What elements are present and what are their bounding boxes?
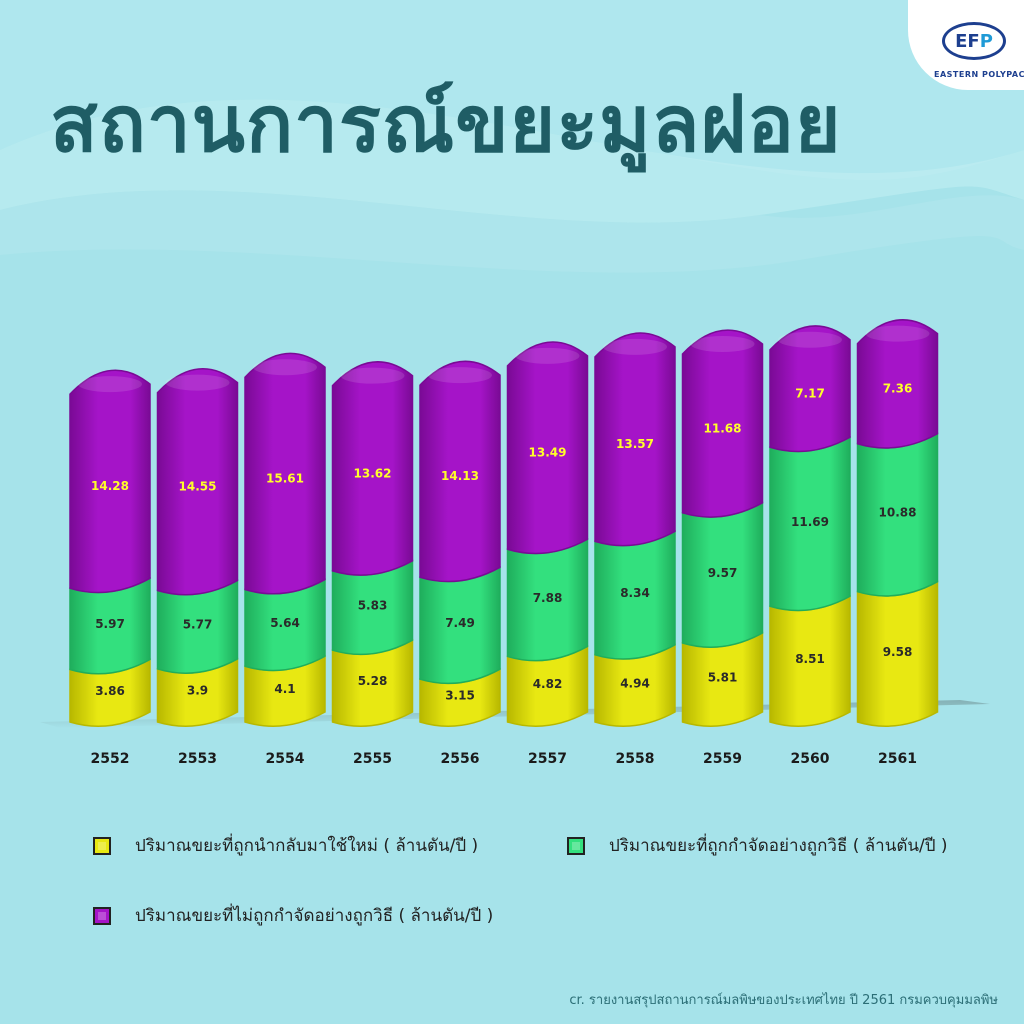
data-label-not-disposed-properly-2553: 14.55 <box>179 480 217 494</box>
data-label-disposed-properly-2552: 5.97 <box>95 617 125 631</box>
logo-mark-right: P <box>979 30 993 52</box>
bar-not-disposed-properly-2552 <box>69 369 151 594</box>
data-label-disposed-properly-2559: 9.57 <box>708 566 738 580</box>
bar-group-2552: 3.86 5.97 14.28 <box>69 369 151 727</box>
bar-not-disposed-properly-2556 <box>419 360 501 583</box>
bar-cap-highlight-2558 <box>603 338 667 355</box>
data-label-recycled-2552: 3.86 <box>95 684 125 698</box>
bar-cap-highlight-2557 <box>515 347 580 364</box>
data-label-recycled-2559: 5.81 <box>708 670 738 684</box>
data-label-disposed-properly-2561: 10.88 <box>879 506 917 520</box>
legend-label-recycled: ปริมาณขยะที่ถูกนำกลับมาใช้ใหม่ ( ล้านตัน… <box>135 836 479 856</box>
bar-cap-highlight-2554 <box>253 359 317 376</box>
data-label-recycled-2556: 3.15 <box>445 689 475 703</box>
legend-swatch-disposed-properly <box>567 836 585 855</box>
bar-cap-highlight-2560 <box>778 331 842 348</box>
data-label-not-disposed-properly-2560: 7.17 <box>795 387 825 401</box>
bar-not-disposed-properly-2559 <box>681 329 764 518</box>
bar-cap-highlight-2555 <box>340 367 405 384</box>
bar-group-2556: 3.15 7.49 14.13 <box>419 360 501 727</box>
bar-group-2557: 4.82 7.88 13.49 <box>506 341 589 727</box>
data-label-disposed-properly-2554: 5.64 <box>270 616 300 630</box>
bar-group-2559: 5.81 9.57 11.68 <box>681 329 764 727</box>
data-label-not-disposed-properly-2558: 13.57 <box>616 437 654 451</box>
data-label-not-disposed-properly-2561: 7.36 <box>883 382 913 396</box>
bar-not-disposed-properly-2557 <box>506 341 589 555</box>
x-tick-label-2553: 2553 <box>178 751 217 767</box>
data-label-disposed-properly-2556: 7.49 <box>445 616 475 630</box>
data-label-not-disposed-properly-2556: 14.13 <box>441 469 479 483</box>
bar-group-2558: 4.94 8.34 13.57 <box>594 332 676 727</box>
x-tick-label-2554: 2554 <box>266 751 305 767</box>
data-label-recycled-2555: 5.28 <box>358 674 388 688</box>
bar-not-disposed-properly-2561 <box>856 319 939 449</box>
data-label-not-disposed-properly-2557: 13.49 <box>529 446 567 460</box>
x-tick-label-2552: 2552 <box>91 751 130 767</box>
bar-group-2561: 9.58 10.88 7.36 <box>856 319 939 727</box>
bar-not-disposed-properly-2558 <box>594 332 676 547</box>
legend-item-disposed-properly: ปริมาณขยะที่ถูกกำจัดอย่างถูกวิธี ( ล้านต… <box>567 832 948 859</box>
legend-label-not-disposed-properly: ปริมาณขยะที่ไม่ถูกกำจัดอย่างถูกวิธี ( ล้… <box>135 906 494 926</box>
page-title: สถานการณ์ขยะมูลฝอย <box>50 80 842 170</box>
legend-swatch-not-disposed-properly <box>93 906 111 925</box>
x-tick-label-2555: 2555 <box>353 751 392 767</box>
legend-item-not-disposed-properly: ปริมาณขยะที่ไม่ถูกกำจัดอย่างถูกวิธี ( ล้… <box>93 902 493 929</box>
bar-group-2560: 8.51 11.69 7.17 <box>769 325 851 727</box>
data-label-recycled-2554: 4.1 <box>274 682 295 696</box>
bar-group-2553: 3.9 5.77 14.55 <box>156 368 239 727</box>
logo: EF P EASTERN POLYPACH <box>908 0 1024 90</box>
data-label-not-disposed-properly-2552: 14.28 <box>91 479 129 493</box>
bar-not-disposed-properly-2554 <box>244 352 326 595</box>
bar-cap-highlight-2553 <box>165 374 230 391</box>
bar-cap-highlight-2559 <box>690 335 755 352</box>
x-tick-label-2558: 2558 <box>616 751 655 767</box>
bar-cap-highlight-2561 <box>865 325 930 342</box>
x-tick-label-2560: 2560 <box>791 751 830 767</box>
data-label-disposed-properly-2553: 5.77 <box>183 618 213 632</box>
data-label-recycled-2561: 9.58 <box>883 645 913 659</box>
bar-not-disposed-properly-2560 <box>769 325 851 453</box>
x-tick-label-2556: 2556 <box>441 751 480 767</box>
data-label-recycled-2553: 3.9 <box>187 683 208 697</box>
data-label-disposed-properly-2555: 5.83 <box>358 599 388 613</box>
legend-label-disposed-properly: ปริมาณขยะที่ถูกกำจัดอย่างถูกวิธี ( ล้านต… <box>609 836 948 856</box>
data-label-recycled-2558: 4.94 <box>620 676 650 690</box>
legend-item-recycled: ปริมาณขยะที่ถูกนำกลับมาใช้ใหม่ ( ล้านตัน… <box>93 832 478 859</box>
x-tick-label-2557: 2557 <box>528 751 567 767</box>
bar-cap-highlight-2556 <box>428 367 492 384</box>
source-credit: cr. รายงานสรุปสถานการณ์มลพิษของประเทศไทย… <box>569 993 998 1008</box>
x-tick-label-2559: 2559 <box>703 751 742 767</box>
data-label-recycled-2560: 8.51 <box>795 652 825 666</box>
data-label-disposed-properly-2557: 7.88 <box>533 591 563 605</box>
logo-text: EASTERN POLYPACH <box>934 70 1024 79</box>
data-label-disposed-properly-2558: 8.34 <box>620 586 650 600</box>
x-tick-label-2561: 2561 <box>878 751 917 767</box>
data-label-recycled-2557: 4.82 <box>533 677 563 691</box>
logo-mark-left: EF <box>955 30 980 52</box>
data-label-not-disposed-properly-2555: 13.62 <box>354 466 392 480</box>
bar-cap-highlight-2552 <box>78 376 142 393</box>
logo-mark: EF P <box>942 22 1006 60</box>
bar-group-2554: 4.1 5.64 15.61 <box>244 352 326 727</box>
data-label-not-disposed-properly-2554: 15.61 <box>266 471 304 485</box>
data-label-not-disposed-properly-2559: 11.68 <box>704 421 742 435</box>
bar-not-disposed-properly-2553 <box>156 368 239 596</box>
data-label-disposed-properly-2560: 11.69 <box>791 515 829 529</box>
legend-swatch-recycled <box>93 836 111 855</box>
bar-group-2555: 5.28 5.83 13.62 <box>331 361 414 727</box>
bar-not-disposed-properly-2555 <box>331 361 414 576</box>
